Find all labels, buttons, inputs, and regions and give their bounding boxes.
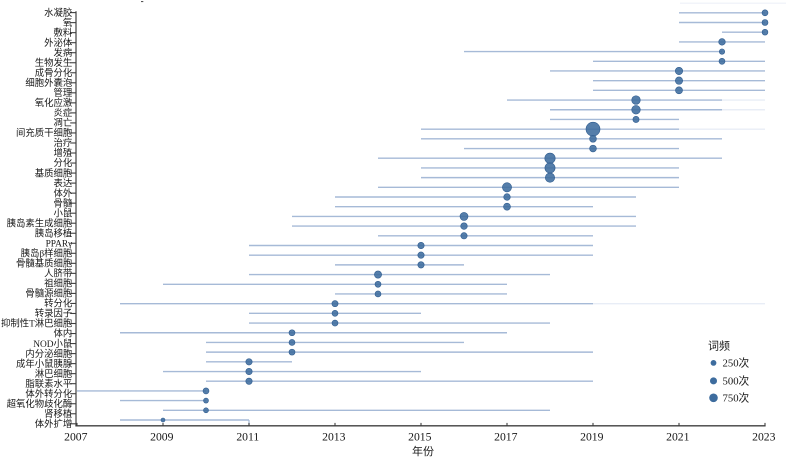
svg-text:NOD小鼠: NOD小鼠 xyxy=(33,338,73,350)
svg-text:2007: 2007 xyxy=(64,431,88,444)
svg-text:成骨分化: 成骨分化 xyxy=(35,67,73,79)
svg-text:骨髓: 骨髓 xyxy=(54,197,73,209)
svg-text:体外转分化: 体外转分化 xyxy=(25,388,72,400)
svg-text:体外扩增: 体外扩增 xyxy=(35,418,73,430)
svg-text:骨髓基质细胞: 骨髓基质细胞 xyxy=(16,258,73,270)
svg-text:胰岛素生成细胞: 胰岛素生成细胞 xyxy=(7,217,73,229)
svg-text:2015: 2015 xyxy=(408,431,432,444)
svg-text:2017: 2017 xyxy=(494,431,518,444)
svg-text:肾移植: 肾移植 xyxy=(44,408,72,420)
svg-text:间充质干细胞: 间充质干细胞 xyxy=(16,127,73,139)
svg-text:水凝胶: 水凝胶 xyxy=(44,7,72,19)
svg-text:治疗: 治疗 xyxy=(54,137,73,149)
svg-text:超氧化物歧化酶: 超氧化物歧化酶 xyxy=(7,398,73,410)
svg-text:增殖: 增殖 xyxy=(54,147,73,159)
svg-text:生物发生: 生物发生 xyxy=(35,57,73,69)
svg-text:管理: 管理 xyxy=(54,87,73,99)
svg-text:外泌体: 外泌体 xyxy=(44,37,73,49)
svg-text:2019: 2019 xyxy=(580,431,604,444)
svg-text:胰岛移植: 胰岛移植 xyxy=(35,227,73,239)
svg-text:2023: 2023 xyxy=(752,431,776,444)
svg-text:小鼠: 小鼠 xyxy=(54,207,73,219)
svg-text:抑制性T淋巴细胞: 抑制性T淋巴细胞 xyxy=(1,318,73,330)
svg-text:体内: 体内 xyxy=(54,328,73,340)
svg-text:氧化应激: 氧化应激 xyxy=(35,97,73,109)
svg-text:内分泌细胞: 内分泌细胞 xyxy=(25,348,73,360)
svg-text:氧: 氧 xyxy=(63,17,73,29)
svg-text:2013: 2013 xyxy=(322,431,346,444)
svg-text:细胞外囊泡: 细胞外囊泡 xyxy=(25,77,72,89)
svg-text:成年小鼠胰腺: 成年小鼠胰腺 xyxy=(16,358,73,370)
svg-text:2011: 2011 xyxy=(236,431,259,444)
svg-text:发病: 发病 xyxy=(54,47,73,59)
svg-text:2021: 2021 xyxy=(666,431,690,444)
svg-text:脂联素水平: 脂联素水平 xyxy=(25,378,72,390)
svg-text:人脐带: 人脐带 xyxy=(44,268,72,280)
svg-text:2009: 2009 xyxy=(150,431,174,444)
svg-text:胰岛β样细胞: 胰岛β样细胞 xyxy=(21,248,73,260)
svg-text:骨髓源细胞: 骨髓源细胞 xyxy=(25,288,73,300)
svg-text:750次: 750次 xyxy=(723,391,750,404)
svg-text:转录因子: 转录因子 xyxy=(35,308,73,320)
svg-text:体外: 体外 xyxy=(54,187,73,199)
svg-text:转分化: 转分化 xyxy=(44,298,72,310)
svg-text:基质细胞: 基质细胞 xyxy=(35,167,73,179)
svg-text:炎症: 炎症 xyxy=(54,107,73,119)
svg-text:淋巴细胞: 淋巴细胞 xyxy=(35,368,73,380)
svg-text:敷料: 敷料 xyxy=(54,27,73,39)
svg-text:凋亡: 凋亡 xyxy=(54,117,73,129)
svg-text:年份: 年份 xyxy=(412,444,434,458)
svg-text:词频: 词频 xyxy=(708,339,730,353)
svg-text:PPARγ: PPARγ xyxy=(46,239,73,249)
svg-text:分化: 分化 xyxy=(54,157,73,169)
svg-text:祖细胞: 祖细胞 xyxy=(44,278,73,290)
svg-text:表达: 表达 xyxy=(54,177,73,189)
svg-text:250次: 250次 xyxy=(723,357,750,370)
svg-text:500次: 500次 xyxy=(723,375,750,388)
